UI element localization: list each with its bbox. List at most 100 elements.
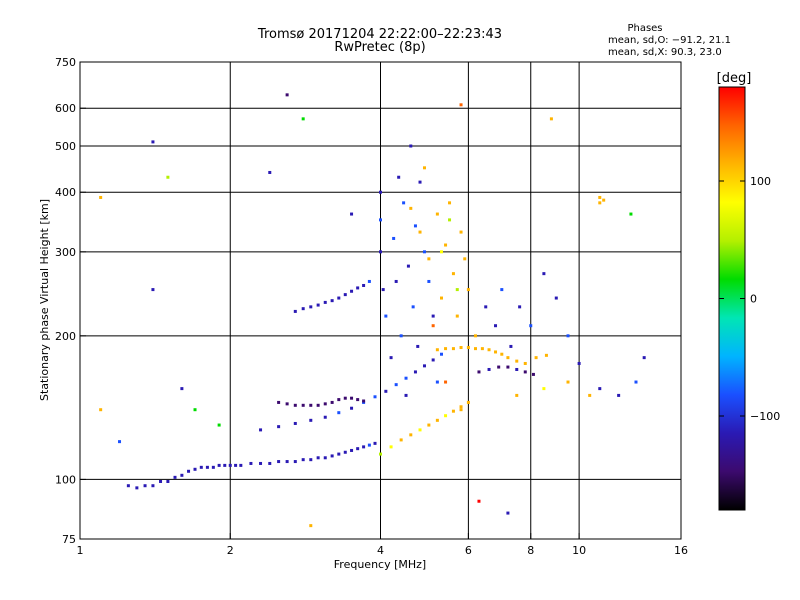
colorbar-tick-label: 100: [750, 175, 771, 188]
echo-point: [193, 467, 197, 471]
echo-point: [277, 400, 281, 404]
echo-point: [435, 212, 439, 216]
echo-point: [316, 303, 320, 307]
chart-title: Tromsø 20171204 22:22:00–22:23:43: [257, 27, 503, 42]
echo-point: [99, 408, 103, 412]
echo-point: [494, 324, 498, 328]
echo-point: [531, 372, 535, 376]
echo-point: [205, 465, 209, 469]
echo-point: [323, 402, 327, 406]
echo-point: [404, 376, 408, 380]
echo-point: [598, 201, 602, 205]
x-tick-label: 8: [527, 544, 534, 557]
echo-point: [285, 402, 289, 406]
echo-point: [549, 117, 553, 121]
echo-point: [418, 428, 422, 432]
echo-points: [99, 93, 646, 528]
echo-point: [277, 425, 281, 429]
echo-point: [577, 361, 581, 365]
echo-point: [337, 398, 341, 402]
echo-point: [518, 305, 522, 309]
echo-point: [389, 445, 393, 449]
echo-point: [330, 400, 334, 404]
echo-point: [343, 396, 347, 400]
echo-point: [440, 296, 444, 300]
echo-point: [337, 296, 341, 300]
echo-point: [409, 433, 413, 437]
echo-point: [350, 406, 354, 410]
echo-point: [422, 166, 426, 170]
colorbar-label: [deg]: [717, 71, 752, 86]
y-tick-label: 200: [55, 330, 76, 343]
echo-point: [249, 461, 253, 465]
echo-point: [598, 387, 602, 391]
echo-point: [343, 450, 347, 454]
echo-point: [399, 438, 403, 442]
echo-point: [394, 279, 398, 283]
echo-point: [126, 484, 130, 488]
echo-point: [316, 403, 320, 407]
echo-point: [617, 393, 621, 397]
echo-point: [99, 195, 103, 199]
echo-point: [409, 206, 413, 210]
x-tick-label: 4: [377, 544, 384, 557]
echo-point: [529, 324, 533, 328]
echo-point: [151, 288, 155, 292]
echo-point: [223, 463, 227, 467]
echo-point: [301, 403, 305, 407]
echo-point: [367, 443, 371, 447]
echo-point: [301, 307, 305, 311]
grid-lines: [80, 62, 681, 539]
echo-point: [494, 350, 498, 354]
echo-point: [473, 334, 477, 338]
echo-point: [356, 398, 360, 402]
echo-point: [629, 212, 633, 216]
echo-point: [330, 299, 334, 303]
phase-colorbar: [deg] 100 0 −100: [717, 71, 780, 511]
phase-info-o-mode: mean, sd,O: −91.2, 21.1: [608, 35, 731, 46]
echo-point: [444, 380, 448, 384]
echo-point: [239, 463, 243, 467]
echo-point: [309, 403, 313, 407]
echo-point: [293, 460, 297, 464]
echo-point: [466, 346, 470, 350]
echo-point: [448, 218, 452, 222]
echo-point: [373, 395, 377, 399]
x-tick-label: 1: [77, 544, 84, 557]
echo-point: [187, 469, 191, 473]
echo-point: [534, 356, 538, 360]
echo-point: [435, 348, 439, 352]
echo-point: [337, 452, 341, 456]
echo-point: [379, 452, 382, 456]
echo-point: [515, 367, 519, 371]
echo-point: [309, 458, 313, 462]
echo-point: [422, 364, 426, 368]
y-tick-label: 500: [55, 140, 76, 153]
echo-point: [193, 408, 197, 412]
echo-point: [180, 473, 184, 477]
echo-point: [477, 370, 481, 374]
echo-point: [389, 356, 393, 360]
echo-point: [199, 465, 203, 469]
echo-point: [293, 309, 297, 313]
y-tick-label: 600: [55, 102, 76, 115]
echo-point: [384, 314, 388, 318]
echo-point: [466, 400, 470, 404]
echo-point: [301, 458, 305, 462]
echo-point: [379, 190, 382, 194]
x-tick-label: 6: [465, 544, 472, 557]
echo-point: [234, 463, 238, 467]
echo-point: [293, 403, 297, 407]
x-tick-label: 2: [227, 544, 234, 557]
echo-point: [379, 250, 382, 254]
echo-point: [316, 456, 320, 460]
echo-point: [259, 461, 263, 465]
phase-info-title: Phases: [627, 23, 663, 34]
echo-point: [444, 347, 448, 351]
echo-point: [309, 418, 313, 422]
echo-point: [228, 463, 232, 467]
echo-point: [268, 170, 272, 174]
echo-point: [416, 344, 420, 348]
